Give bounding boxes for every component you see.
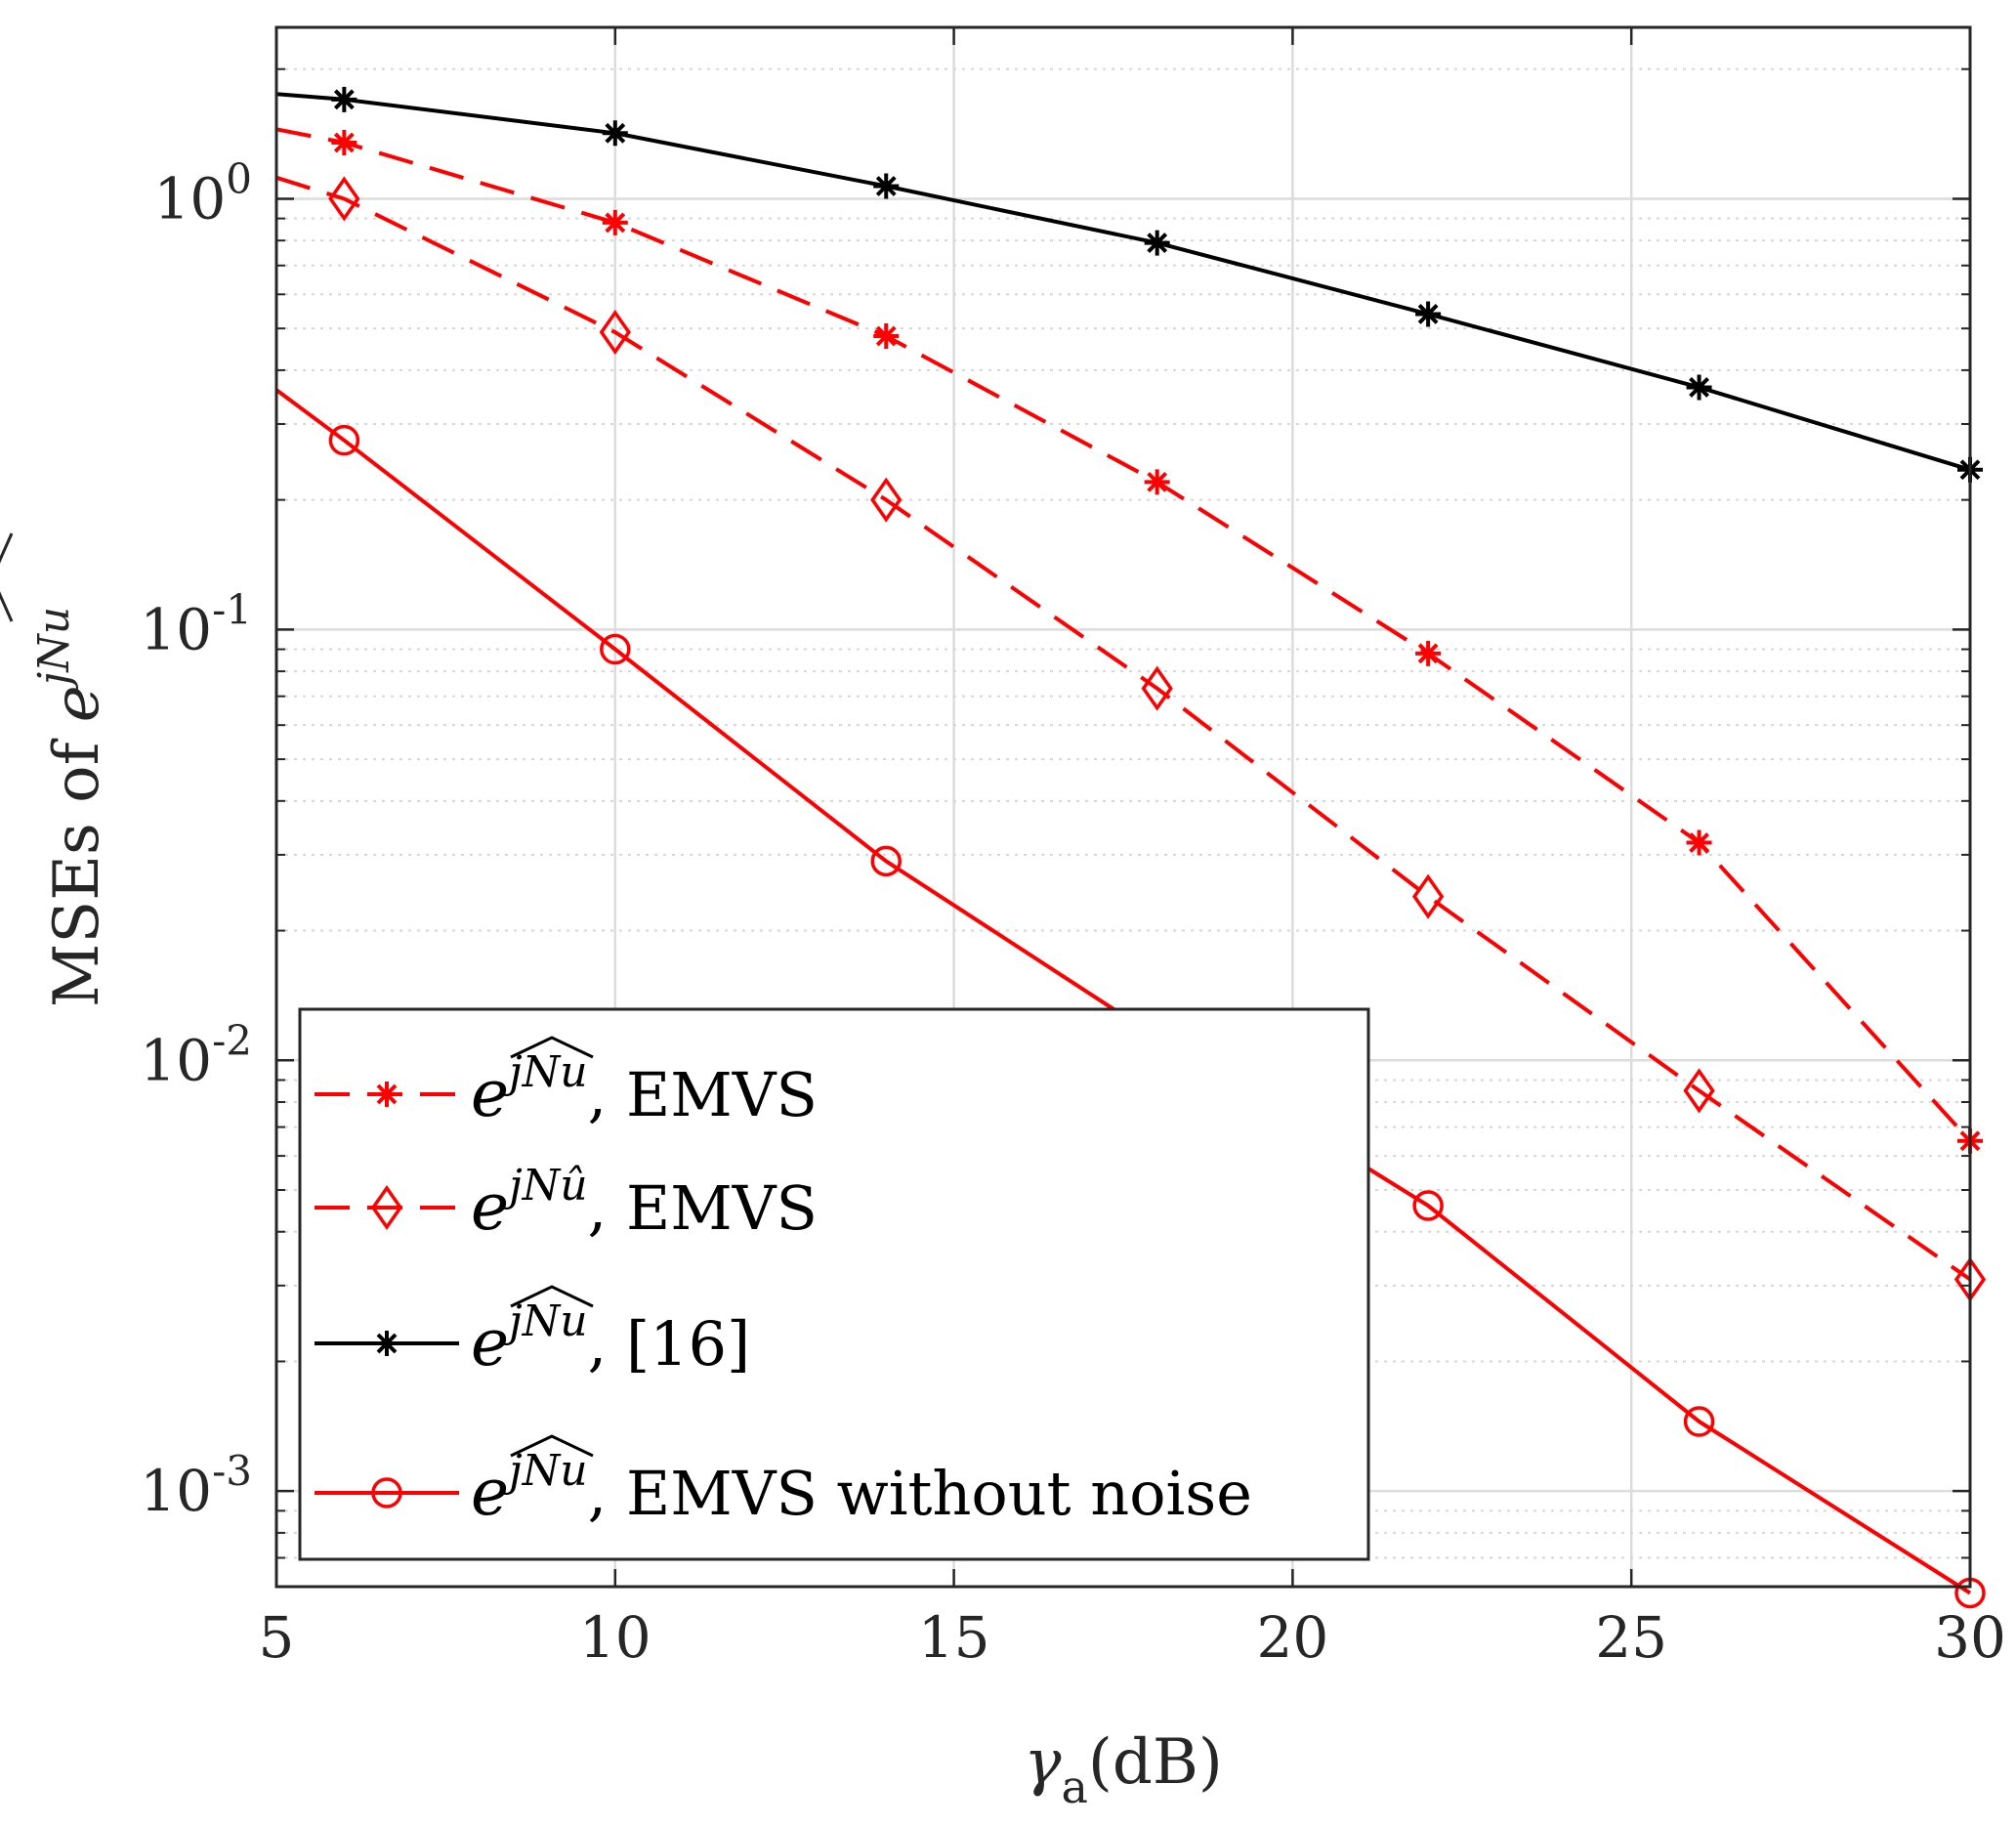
data-point — [599, 309, 631, 356]
legend-math: e — [471, 1305, 509, 1381]
plot-frame — [274, 25, 1972, 1589]
data-point — [602, 209, 628, 235]
y-tick-base: 10 — [140, 596, 212, 662]
data-point — [600, 633, 631, 665]
legend-suffix: , EMVS — [588, 1059, 818, 1130]
y-axis-label: MSEs of ejNu — [0, 532, 113, 1007]
y-tick-exponent: -1 — [212, 585, 252, 633]
series-line — [275, 127, 1972, 1143]
legend-hat — [510, 1036, 594, 1059]
series-3 — [275, 86, 1983, 483]
data-point — [328, 176, 360, 222]
series-1 — [275, 127, 1983, 1154]
x-tick-label: 20 — [1256, 1604, 1328, 1671]
series-line — [275, 175, 1972, 1282]
x-tick-label: 5 — [259, 1604, 295, 1671]
legend-entry: ejNu, [16] — [315, 1285, 750, 1381]
y-tick-base: 10 — [140, 1458, 212, 1524]
y-axis-label-math: e — [41, 685, 113, 722]
legend-suffix: , [16] — [588, 1308, 751, 1380]
legend-suffix: , EMVS — [588, 1172, 818, 1244]
legend-math: e — [471, 1056, 509, 1131]
data-point — [1411, 873, 1445, 919]
svg-text:MSEs of ejNu: MSEs of ejNu — [29, 607, 113, 1007]
data-point — [873, 173, 900, 199]
x-axis-label: γa(dB) — [1024, 1726, 1223, 1813]
y-tick-label: 10-3 — [140, 1447, 252, 1524]
data-point — [870, 477, 903, 523]
y-tick-exponent: -3 — [212, 1447, 252, 1495]
legend-entry: ejNû, EMVS — [315, 1161, 818, 1245]
legend-marker — [374, 1082, 399, 1107]
legend-hat — [510, 1285, 594, 1308]
data-point — [873, 322, 900, 349]
x-tick-labels: 5 10 15 20 25 30 — [259, 1604, 2006, 1671]
series-line — [275, 92, 1971, 472]
y-tick-base: 10 — [140, 1027, 212, 1093]
x-tick-label: 30 — [1934, 1604, 2006, 1671]
legend-label: ejNu, EMVS without noise — [471, 1446, 1252, 1530]
data-point — [1415, 301, 1442, 327]
series — [274, 86, 1987, 1609]
data-point — [331, 86, 357, 112]
data-point — [1144, 230, 1170, 256]
legend-marker — [374, 1331, 399, 1356]
x-axis-label-unit: (dB) — [1088, 1726, 1223, 1799]
y-tick-label: 100 — [153, 154, 252, 232]
x-axis-label-symbol: γ — [1024, 1726, 1062, 1799]
legend-math: e — [471, 1169, 509, 1245]
series-2 — [275, 175, 1987, 1302]
legend-marker — [370, 1184, 403, 1231]
legend-hat — [510, 1434, 594, 1458]
y-axis-label-text: MSEs of — [41, 722, 113, 1007]
x-axis-label-subscript: a — [1061, 1761, 1087, 1813]
legend-marker — [371, 1477, 402, 1508]
y-axis-label-exponent: jNu — [29, 607, 79, 694]
y-axis-label-hat — [0, 532, 14, 622]
data-point — [1141, 665, 1173, 711]
x-tick-label: 10 — [579, 1604, 651, 1671]
y-tick-label: 10-1 — [140, 585, 252, 662]
x-tick-label: 15 — [918, 1604, 990, 1671]
axis-ticks — [274, 27, 1972, 1588]
data-point — [602, 120, 628, 147]
data-point — [328, 424, 360, 456]
legend-label: ejNu, [16] — [471, 1296, 750, 1381]
data-point — [1683, 1068, 1715, 1114]
data-point — [1144, 469, 1170, 495]
data-point — [1415, 640, 1442, 666]
data-point — [870, 845, 902, 877]
legend-math: e — [471, 1455, 509, 1530]
data-point — [331, 129, 357, 155]
legend-entry: ejNu, EMVS — [315, 1036, 818, 1131]
y-tick-base: 10 — [153, 165, 226, 232]
y-tick-exponent: -2 — [212, 1016, 252, 1064]
y-tick-exponent: 0 — [226, 154, 252, 202]
legend-suffix: , EMVS without noise — [588, 1458, 1252, 1529]
y-tick-label: 10-2 — [140, 1016, 252, 1093]
legend-entry: ejNu, EMVS without noise — [315, 1434, 1252, 1530]
data-point — [1412, 1190, 1444, 1221]
legend-label: ejNû, EMVS — [471, 1161, 818, 1245]
data-point — [1686, 374, 1712, 401]
data-point — [1683, 1406, 1715, 1437]
legend-box — [298, 1007, 1370, 1561]
series-line — [274, 388, 1972, 1595]
legend-exponent: jNû — [500, 1161, 587, 1211]
x-tick-label: 25 — [1595, 1604, 1667, 1671]
data-point — [1686, 829, 1712, 856]
